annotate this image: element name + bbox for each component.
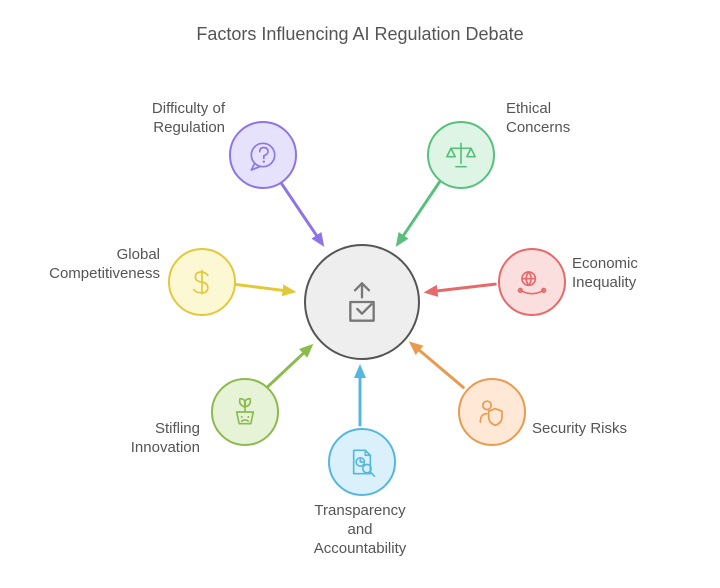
label-ethical: Ethical Concerns	[506, 100, 570, 138]
arrow-head-transparency	[354, 364, 366, 378]
difficulty-icon	[243, 135, 283, 175]
economic-icon	[512, 262, 552, 302]
node-difficulty	[229, 121, 297, 189]
label-security: Security Risks	[532, 420, 627, 439]
center-topic	[304, 244, 420, 360]
label-stifling: Stifling Innovation	[131, 420, 200, 458]
arrow-line-stifling	[268, 353, 303, 386]
arrow-head-difficulty	[311, 232, 324, 247]
diagram-stage: Factors Influencing AI Regulation Debate…	[0, 0, 720, 588]
center-icon	[334, 274, 390, 330]
label-economic: Economic Inequality	[572, 255, 638, 293]
label-transparency: Transparency and Accountability	[280, 502, 440, 558]
transparency-icon	[342, 442, 382, 482]
arrow-line-ethical	[404, 182, 440, 235]
arrow-line-security	[420, 350, 464, 387]
node-transparency	[328, 428, 396, 496]
arrow-head-security	[409, 341, 424, 355]
diagram-title: Factors Influencing AI Regulation Debate	[0, 24, 720, 45]
node-global	[168, 248, 236, 316]
node-security	[458, 378, 526, 446]
arrow-head-stifling	[299, 344, 313, 358]
ethical-icon	[441, 135, 481, 175]
stifling-icon	[225, 392, 265, 432]
security-icon	[472, 392, 512, 432]
arrow-head-economic	[424, 285, 439, 297]
arrow-head-global	[282, 284, 297, 296]
node-ethical	[427, 121, 495, 189]
node-economic	[498, 248, 566, 316]
label-global: Global Competitiveness	[49, 246, 160, 284]
arrow-line-global	[235, 284, 283, 290]
global-icon	[182, 262, 222, 302]
arrow-head-ethical	[396, 232, 409, 247]
arrow-line-difficulty	[281, 182, 317, 235]
label-difficulty: Difficulty of Regulation	[152, 100, 225, 138]
arrow-line-economic	[437, 284, 495, 291]
node-stifling	[211, 378, 279, 446]
